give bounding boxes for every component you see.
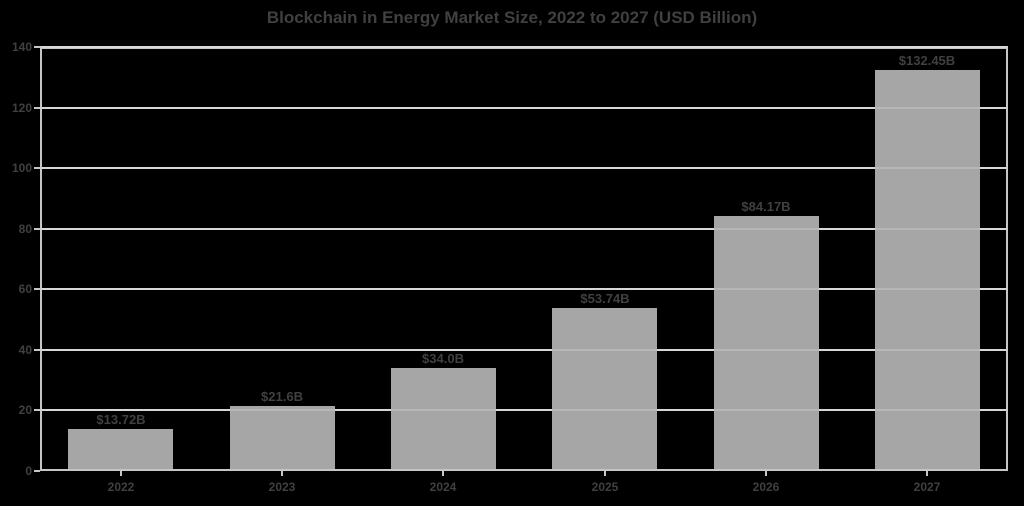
- y-tick-label: 100: [11, 161, 32, 175]
- y-tick-label: 0: [25, 464, 32, 478]
- axis-tick-icon: [34, 409, 40, 411]
- bar-value-label: $21.6B: [261, 389, 303, 404]
- x-tick-label: 2025: [591, 480, 619, 494]
- gridline: [40, 228, 1008, 230]
- y-tick-label: 60: [18, 282, 32, 296]
- x-tick-label: 2023: [268, 480, 296, 494]
- bar: [68, 429, 173, 471]
- y-tick-label: 20: [18, 403, 32, 417]
- chart-title: Blockchain in Energy Market Size, 2022 t…: [266, 8, 758, 27]
- axis-tick-icon: [604, 471, 606, 476]
- gridline: [40, 288, 1008, 290]
- x-tick-label: 2027: [913, 480, 941, 494]
- gridline: [40, 107, 1008, 109]
- gridline-overlay: [42, 167, 1006, 169]
- bar: [391, 368, 496, 471]
- axis-tick-icon: [34, 167, 40, 169]
- plot-area: [40, 47, 1008, 471]
- y-tick-label: 80: [18, 222, 32, 236]
- y-tick-label: 120: [11, 101, 32, 115]
- gridline: [40, 409, 1008, 411]
- x-axis-line: [40, 469, 1008, 471]
- bar-value-label: $53.74B: [580, 291, 630, 306]
- bar-value-label: $34.0B: [422, 351, 464, 366]
- gridline-overlay: [42, 288, 1006, 290]
- bar: [714, 216, 819, 471]
- bar-value-label: $84.17B: [741, 199, 791, 214]
- x-tick-label: 2022: [107, 480, 135, 494]
- axis-tick-icon: [34, 228, 40, 230]
- gridline-overlay: [42, 46, 1006, 48]
- gridline-overlay: [42, 107, 1006, 109]
- gridline: [40, 167, 1008, 169]
- axis-tick-icon: [765, 471, 767, 476]
- axis-tick-icon: [926, 471, 928, 476]
- axis-tick-icon: [281, 471, 283, 476]
- y-tick-label: 140: [11, 40, 32, 54]
- bar: [875, 70, 980, 471]
- gridline: [40, 349, 1008, 351]
- gridline-overlay: [42, 409, 1006, 411]
- bar: [230, 406, 335, 471]
- axis-tick-icon: [34, 349, 40, 351]
- gridline-overlay: [42, 349, 1006, 351]
- axis-tick-icon: [34, 288, 40, 290]
- bar-value-label: $13.72B: [96, 412, 146, 427]
- bar-value-label: $132.45B: [898, 53, 956, 68]
- gridline: [40, 46, 1008, 48]
- x-tick-label: 2026: [752, 480, 780, 494]
- y-tick-label: 40: [18, 343, 32, 357]
- axis-tick-icon: [442, 471, 444, 476]
- axis-tick-icon: [34, 107, 40, 109]
- axis-tick-icon: [34, 470, 40, 472]
- axis-tick-icon: [34, 46, 40, 48]
- gridline-overlay: [42, 228, 1006, 230]
- bar: [552, 308, 657, 471]
- x-tick-label: 2024: [429, 480, 457, 494]
- axis-tick-icon: [120, 471, 122, 476]
